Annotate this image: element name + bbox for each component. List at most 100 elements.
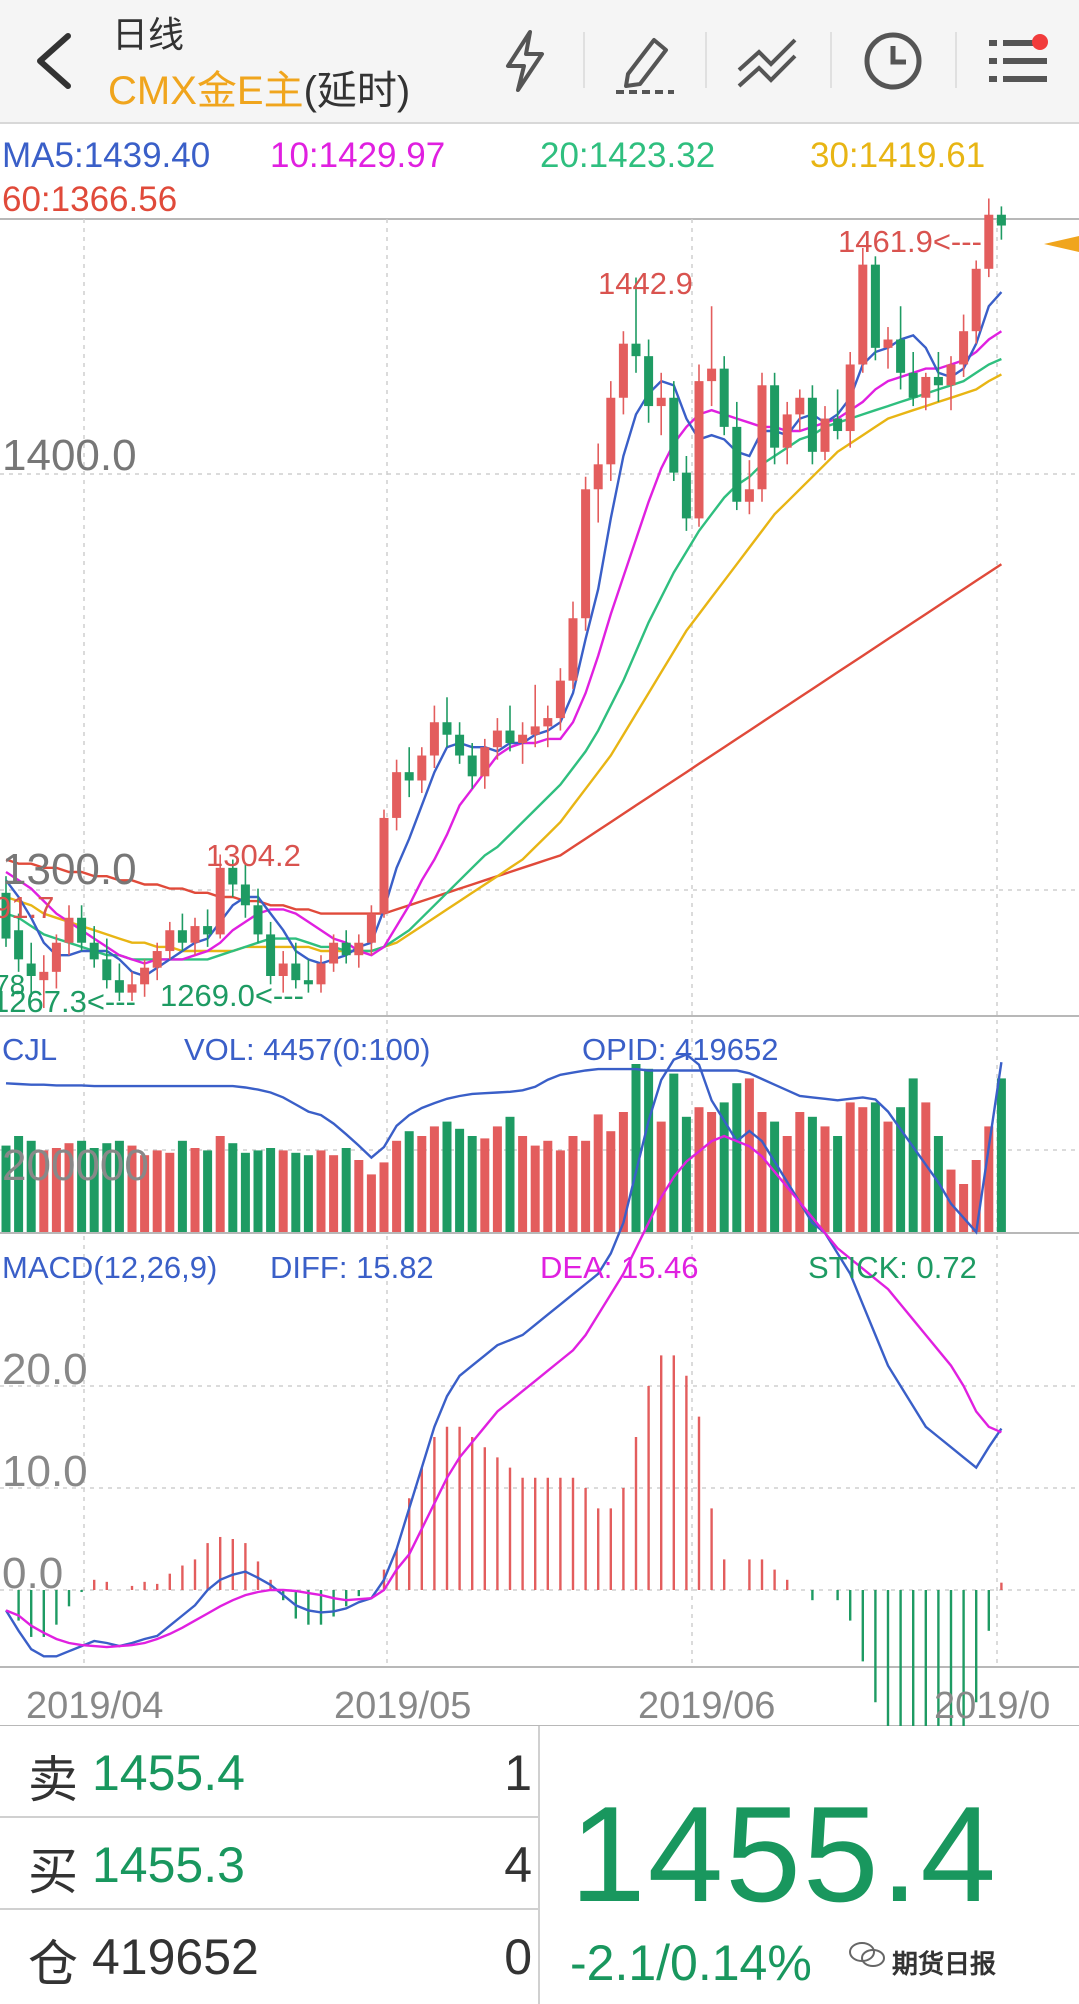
volume-bar (631, 1064, 641, 1232)
pencil-icon[interactable] (610, 26, 680, 96)
candle-body (858, 264, 868, 365)
divider (583, 32, 585, 88)
volume-bar (505, 1116, 515, 1232)
volume-bar (417, 1136, 427, 1232)
ma30-label: 30:1419.61 (810, 136, 986, 175)
volume-bar (404, 1131, 414, 1232)
watermark: 期货日报 (892, 1949, 997, 1979)
candle-body (606, 397, 616, 465)
high-annotation: 1304.2 (206, 838, 301, 873)
candle-body (984, 214, 994, 269)
volume-bar (228, 1143, 238, 1232)
clock-icon[interactable] (858, 26, 928, 96)
volume-bar (51, 1148, 61, 1232)
volume-bar (807, 1116, 817, 1232)
volume-y-tick: 200000 (2, 1141, 149, 1190)
buy-row[interactable]: 买 1455.3 4 (0, 1818, 538, 1910)
candle-body (442, 722, 452, 735)
volume-bar (669, 1073, 679, 1232)
volume-bar (719, 1102, 729, 1232)
candle-body (379, 817, 389, 914)
candle-body (581, 489, 591, 619)
volume-bar (833, 1136, 843, 1232)
candle-body (429, 722, 439, 756)
y-tick-label: 1300.0 (2, 845, 137, 894)
volume-bar (530, 1145, 540, 1232)
volume-bar (77, 1140, 87, 1232)
volume-bar (492, 1126, 502, 1232)
macd-y-tick: 20.0 (2, 1345, 88, 1394)
volume-bar (266, 1148, 276, 1232)
volume-bar (795, 1112, 805, 1232)
oi-change: 0 (504, 1929, 532, 1985)
x-tick-label: 2019/06 (638, 1685, 775, 1726)
candle-body (732, 426, 742, 502)
x-tick-label: 2019/0 (934, 1685, 1050, 1726)
sell-label: 卖 (28, 1752, 78, 1808)
volume-bar (203, 1150, 213, 1232)
candle-body (669, 397, 679, 473)
divider (705, 32, 707, 88)
volume-bar (291, 1152, 301, 1232)
volume-bar (606, 1131, 616, 1232)
candle-body (921, 376, 931, 398)
candle-body (770, 385, 780, 448)
volume-bar (442, 1121, 452, 1232)
opid-line (5, 1062, 1003, 1235)
period-label: 日线 (112, 14, 185, 55)
candle-body (896, 339, 906, 373)
volume-bar (555, 1150, 565, 1232)
candle-body (845, 364, 855, 432)
notification-dot (1032, 34, 1048, 50)
kline-chart[interactable]: 1400.0 1300.0 1442.9 1461.9<--- 1304.2 9… (0, 0, 1079, 1726)
volume-bar (140, 1155, 150, 1232)
volume-bar (354, 1160, 364, 1232)
volume-bar (820, 1126, 830, 1232)
oi-value: 419652 (92, 1929, 259, 1985)
menu-icon[interactable] (983, 26, 1053, 96)
diff-label: DIFF: 15.82 (270, 1250, 434, 1285)
current-price-marker (1044, 236, 1079, 252)
candle-body (303, 980, 313, 985)
candle-body (39, 971, 49, 981)
open-interest-row[interactable]: 仓 419652 0 (0, 1910, 538, 2000)
volume-bar (757, 1112, 767, 1232)
divider (955, 32, 957, 88)
sell-row[interactable]: 卖 1455.4 1 (0, 1726, 538, 1818)
trendline-icon[interactable] (733, 26, 803, 96)
lightning-icon[interactable] (490, 26, 560, 96)
symbol-title[interactable]: CMX金E主(延时) (108, 58, 410, 116)
candle-body (480, 747, 490, 777)
back-arrow-icon[interactable] (28, 28, 78, 94)
candle-body (190, 926, 200, 943)
candle-body (177, 930, 187, 943)
volume-bar (379, 1162, 389, 1232)
dea-label: DEA: 15.46 (540, 1250, 699, 1285)
volume-bar (870, 1102, 880, 1232)
candle-body (996, 214, 1006, 226)
candle-body (114, 980, 124, 993)
candle-body (870, 264, 880, 348)
volume-bar (883, 1121, 893, 1232)
volume-bar (253, 1150, 263, 1232)
volume-bar (190, 1148, 200, 1232)
volume-bar (303, 1155, 313, 1232)
candle-body (102, 959, 112, 981)
low-annotation: 1269.0<--- (160, 978, 304, 1013)
volume-bar (959, 1184, 969, 1232)
candle-body (404, 772, 414, 781)
volume-bar (240, 1152, 250, 1232)
volume-bar (908, 1078, 918, 1232)
candle-body (656, 397, 666, 407)
candle-body (782, 414, 792, 448)
candle-body (744, 489, 754, 502)
macd-title: MACD(12,26,9) (2, 1250, 217, 1285)
candle-body (240, 884, 250, 906)
candle-body (505, 730, 515, 744)
volume-bar (341, 1148, 351, 1232)
volume-bar (681, 1116, 691, 1232)
volume-bar (996, 1078, 1006, 1232)
diff-line (4, 1053, 1003, 1658)
candle-body (366, 913, 376, 943)
volume-bar (1, 1145, 11, 1232)
